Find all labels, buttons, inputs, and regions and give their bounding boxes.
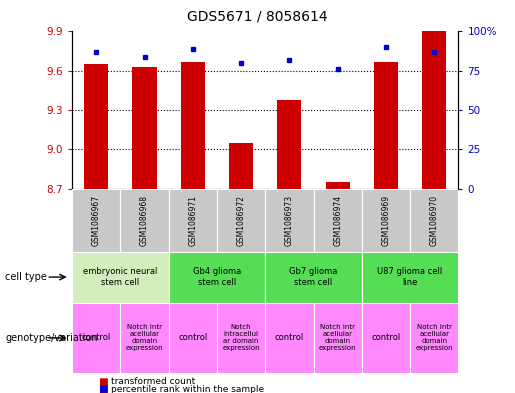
Text: GSM1086972: GSM1086972 — [236, 195, 246, 246]
Text: Notch intr
acellular
domain
expression: Notch intr acellular domain expression — [319, 325, 356, 351]
Bar — [72, 252, 169, 303]
Bar — [410, 189, 458, 252]
Bar — [422, 31, 447, 189]
Text: GSM1086973: GSM1086973 — [285, 195, 294, 246]
Text: U87 glioma cell
line: U87 glioma cell line — [377, 267, 443, 287]
Bar — [121, 303, 169, 373]
Text: percentile rank within the sample: percentile rank within the sample — [111, 385, 264, 393]
Bar — [374, 62, 398, 189]
Text: control: control — [274, 334, 304, 342]
Text: GSM1086969: GSM1086969 — [382, 195, 390, 246]
Bar — [362, 189, 410, 252]
Bar — [169, 303, 217, 373]
Text: GSM1086970: GSM1086970 — [430, 195, 439, 246]
Text: control: control — [81, 334, 111, 342]
Bar — [265, 252, 362, 303]
Text: cell type: cell type — [5, 272, 47, 282]
Bar — [265, 303, 314, 373]
Bar — [277, 99, 301, 189]
Text: GSM1086971: GSM1086971 — [188, 195, 197, 246]
Text: control: control — [178, 334, 208, 342]
Bar — [229, 143, 253, 189]
Text: embryonic neural
stem cell: embryonic neural stem cell — [83, 267, 158, 287]
Text: genotype/variation: genotype/variation — [5, 333, 98, 343]
Text: Notch
intracellul
ar domain
expression: Notch intracellul ar domain expression — [222, 325, 260, 351]
Bar — [72, 303, 121, 373]
Text: GSM1086967: GSM1086967 — [92, 195, 101, 246]
Bar — [325, 182, 350, 189]
Text: GSM1086974: GSM1086974 — [333, 195, 342, 246]
Text: Gb7 glioma
stem cell: Gb7 glioma stem cell — [289, 267, 338, 287]
Bar — [72, 189, 121, 252]
Bar — [132, 67, 157, 189]
Text: control: control — [371, 334, 401, 342]
Text: Gb4 glioma
stem cell: Gb4 glioma stem cell — [193, 267, 241, 287]
Bar — [217, 189, 265, 252]
Bar — [314, 189, 362, 252]
Bar — [410, 303, 458, 373]
Bar — [181, 62, 205, 189]
Bar — [84, 64, 108, 189]
Bar — [314, 303, 362, 373]
Bar — [362, 303, 410, 373]
Bar — [362, 252, 458, 303]
Text: transformed count: transformed count — [111, 378, 195, 386]
Text: Notch intr
acellular
domain
expression: Notch intr acellular domain expression — [416, 325, 453, 351]
Text: ■: ■ — [98, 384, 108, 393]
Bar — [121, 189, 169, 252]
Text: GSM1086968: GSM1086968 — [140, 195, 149, 246]
Bar — [169, 252, 265, 303]
Text: GDS5671 / 8058614: GDS5671 / 8058614 — [187, 10, 328, 24]
Bar — [265, 189, 314, 252]
Text: Notch intr
acellular
domain
expression: Notch intr acellular domain expression — [126, 325, 163, 351]
Text: ■: ■ — [98, 377, 108, 387]
Bar — [169, 189, 217, 252]
Bar — [217, 303, 265, 373]
